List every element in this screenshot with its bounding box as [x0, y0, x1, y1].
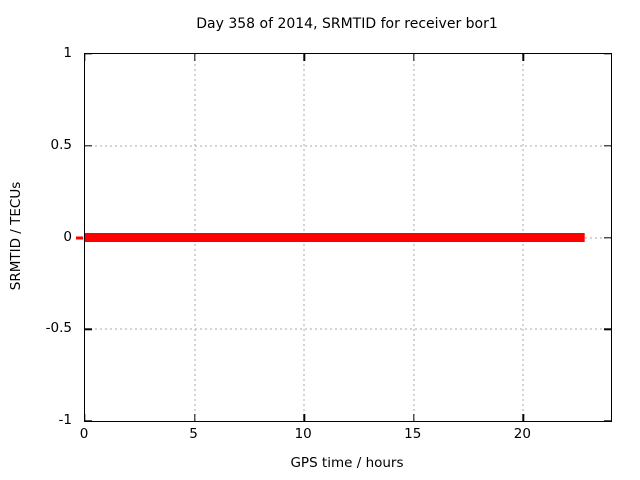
tick-top-x-10: [303, 54, 305, 61]
plot-area: [76, 53, 612, 422]
y-tick-label-0: 0: [63, 228, 72, 245]
tick-top-x-15: [413, 54, 415, 61]
x-tick-label-15: 15: [404, 426, 422, 442]
gridline-y-0.5: [85, 145, 611, 147]
series-layer: [85, 233, 585, 242]
x-tick-label-20: 20: [513, 426, 531, 442]
tick-left-y-1: [85, 53, 92, 55]
tick-top-x-0: [84, 54, 86, 61]
red-zero-tick-artifact: [76, 236, 83, 239]
tick-left-y-0.5: [85, 145, 92, 147]
y-tick-label-1: 1: [63, 45, 72, 61]
tick-right-y--1: [604, 420, 611, 422]
chart-title: Day 358 of 2014, SRMTID for receiver bor…: [196, 16, 498, 32]
tick-right-y-0: [604, 236, 611, 239]
tick-bottom-x-10: [303, 414, 305, 421]
x-tick-label-0: 0: [79, 426, 89, 442]
tick-right-y-0.5: [604, 145, 611, 147]
tick-right-y--0.5: [604, 328, 611, 330]
tick-left-y--0.5: [85, 328, 92, 330]
tick-bottom-x-5: [193, 414, 196, 421]
x-tick-label-5: 5: [189, 426, 198, 442]
y-tick-label--0.5: -0.5: [45, 320, 72, 337]
gridline-y--0.5: [85, 328, 611, 330]
x-axis-title: GPS time / hours: [290, 455, 404, 471]
tick-bottom-x-0: [84, 414, 86, 421]
tick-top-x-5: [193, 54, 196, 61]
tick-bottom-x-15: [413, 414, 415, 421]
tick-top-x-20: [522, 54, 525, 61]
y-tick-label--1: -1: [58, 412, 72, 428]
tick-left-y--1: [85, 420, 92, 422]
tick-bottom-x-20: [522, 414, 525, 421]
tick-right-y-1: [604, 53, 611, 55]
y-tick-label-0.5: 0.5: [50, 136, 72, 153]
x-tick-label-10: 10: [294, 426, 312, 442]
